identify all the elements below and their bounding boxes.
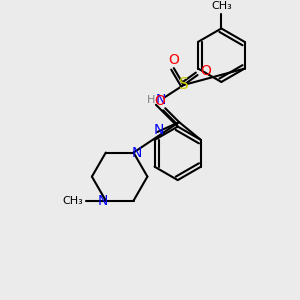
Text: O: O bbox=[200, 64, 211, 78]
Text: N: N bbox=[154, 123, 164, 137]
Text: O: O bbox=[168, 53, 179, 67]
Text: H: H bbox=[147, 95, 155, 105]
Text: N: N bbox=[131, 146, 142, 160]
Text: N: N bbox=[98, 194, 108, 208]
Text: O: O bbox=[154, 94, 165, 108]
Text: CH₃: CH₃ bbox=[211, 1, 232, 11]
Text: N: N bbox=[156, 93, 166, 107]
Text: CH₃: CH₃ bbox=[63, 196, 83, 206]
Text: S: S bbox=[179, 77, 189, 92]
